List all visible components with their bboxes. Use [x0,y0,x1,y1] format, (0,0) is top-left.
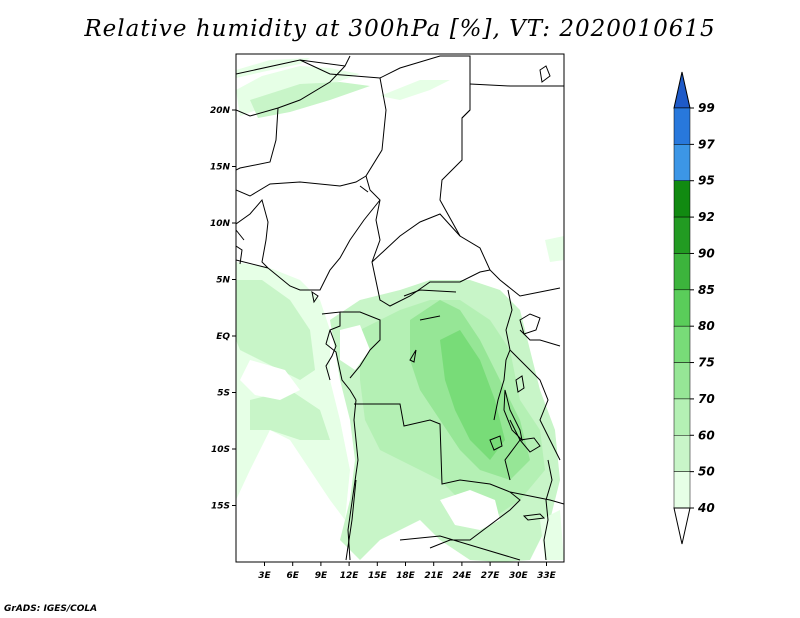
longitude-axis: 3E 6E 9E 12E 15E 18E 21E 24E 27E 30E 33E [258,562,557,581]
latitude-axis: 20N 15N 10N 5N EQ 5S 10S 15S [210,106,236,512]
colorbar-swatch [673,144,691,181]
lon-tick-label: 21E [424,571,444,581]
lat-tick-label: 5S [217,389,230,399]
colorbar: 99 97 95 92 90 85 80 75 70 60 50 40 [673,71,715,545]
humidity-shading [236,58,564,562]
colorbar-swatch [673,471,691,509]
colorbar-label: 85 [698,283,715,297]
map-title: Relative humidity at 300hPa [%], VT: 202… [84,16,716,42]
lon-tick-label: 27E [481,571,501,581]
lat-tick-label: 5N [216,276,230,286]
colorbar-swatch [673,180,691,218]
colorbar-label: 75 [698,356,715,370]
lat-tick-label: 15N [210,163,231,173]
colorbar-label: 97 [698,137,715,151]
grads-credit: GrADS: IGES/COLA [4,604,98,614]
colorbar-label: 90 [698,246,715,260]
lon-tick-label: 33E [537,571,557,581]
colorbar-label: 99 [698,101,715,115]
lon-tick-label: 12E [340,571,360,581]
colorbar-label: 95 [698,174,715,188]
lat-tick-label: 10N [210,219,231,229]
lat-tick-label: EQ [216,332,230,342]
colorbar-swatch [673,216,691,254]
country-boundaries [236,55,564,561]
colorbar-swatch [673,325,691,363]
colorbar-bottom-arrow [673,507,691,545]
colorbar-label: 92 [698,210,715,224]
colorbar-swatch [673,107,691,145]
colorbar-top-arrow [673,71,691,109]
map-frame [235,53,565,563]
colorbar-label: 40 [697,501,715,515]
lon-tick-label: 24E [453,571,473,581]
colorbar-label: 50 [698,465,715,479]
lon-tick-label: 18E [396,571,416,581]
lat-tick-label: 20N [210,106,231,116]
lon-tick-label: 6E [286,571,299,581]
colorbar-swatch [673,289,691,327]
colorbar-label: 80 [698,319,715,333]
colorbar-swatch [673,253,691,291]
colorbar-swatch [673,398,691,436]
colorbar-label: 70 [698,392,715,406]
colorbar-swatch [673,362,691,400]
colorbar-label: 60 [698,428,715,442]
lon-tick-label: 15E [368,571,388,581]
lat-tick-label: 15S [211,502,230,512]
lon-tick-label: 9E [315,571,328,581]
colorbar-swatch [673,435,691,472]
lon-tick-label: 3E [258,571,271,581]
lon-tick-label: 30E [509,571,529,581]
lat-tick-label: 10S [211,445,230,455]
